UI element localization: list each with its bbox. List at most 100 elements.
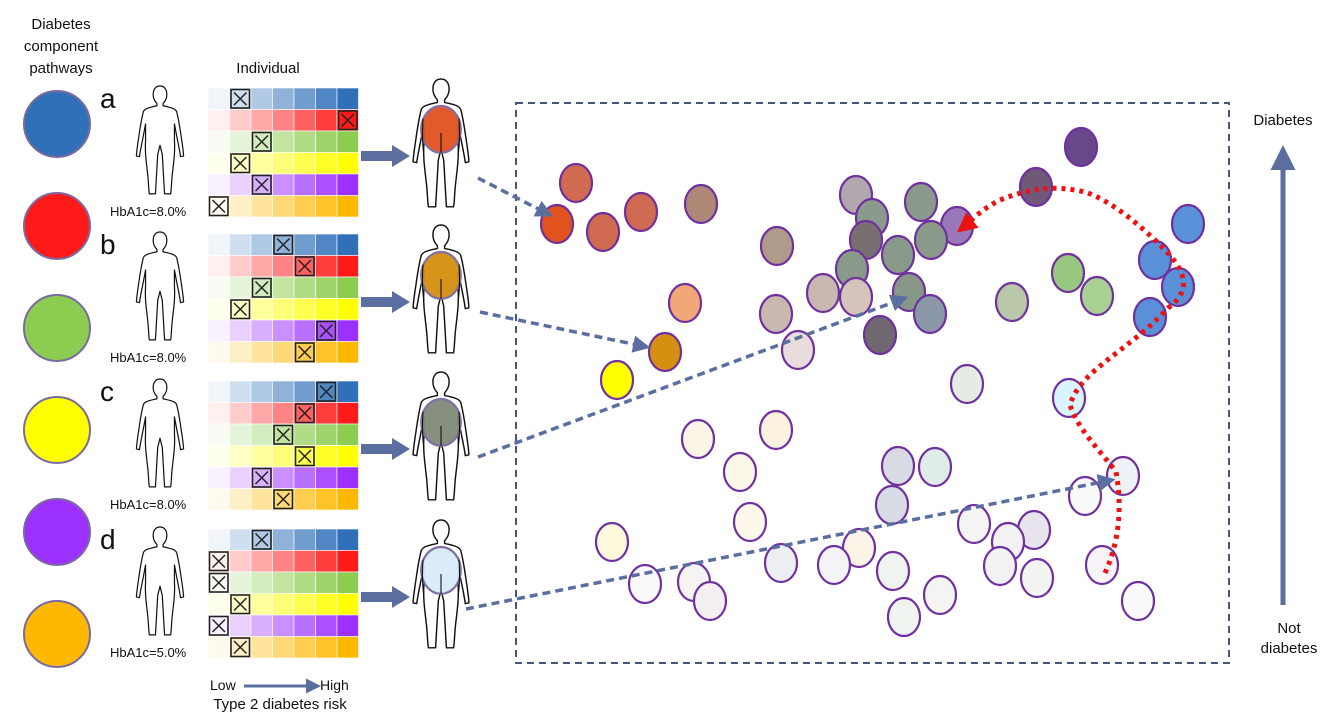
- pathway-legend-circle-2: [23, 192, 91, 260]
- panel-d: d HbA1c=5.0%: [100, 519, 470, 660]
- mapping-arrow-c: [477, 294, 909, 459]
- summary-arrow: [361, 586, 410, 608]
- panel-letter: d: [100, 524, 116, 555]
- population-individual-circle: [1120, 580, 1156, 622]
- population-individual-circle: [692, 580, 728, 622]
- pathway-legend-circle-3: [23, 294, 91, 362]
- population-individual-circle: [1018, 166, 1054, 208]
- hba1c-label: HbA1c=8.0%: [110, 497, 187, 512]
- risk-level-marker: [230, 88, 251, 109]
- population-individual-circle: [1170, 203, 1206, 245]
- risk-grid: [207, 233, 359, 364]
- risk-level-marker: [337, 110, 358, 131]
- population-individual-circle: [647, 331, 683, 373]
- mapping-arrow-b: [479, 310, 651, 353]
- panel-a: a HbA1c=8.0%: [100, 78, 470, 219]
- population-individual-circle: [805, 272, 841, 314]
- population-individual-circle: [599, 359, 635, 401]
- risk-grid: [207, 87, 359, 218]
- risk-level-marker: [208, 196, 229, 217]
- risk-axis-high-label: High: [320, 677, 349, 693]
- panel-letter: c: [100, 376, 114, 407]
- population-individual-circle: [874, 484, 910, 526]
- population-individual-circle: [1067, 475, 1103, 517]
- pathway-legend-circle-5: [23, 498, 91, 566]
- panel-c: c HbA1c=8.0%: [100, 371, 470, 512]
- population-individual-circle: [816, 544, 852, 586]
- mapping-arrow-a: [477, 176, 554, 217]
- population-individual-circle: [758, 409, 794, 451]
- population-individual-circle: [732, 501, 768, 543]
- risk-level-marker: [294, 342, 315, 363]
- population-individual-circle: [758, 293, 794, 335]
- mapping-arrow-d: [465, 474, 1116, 611]
- population-individual-circle: [683, 183, 719, 225]
- risk-axis-title: Type 2 diabetes risk: [213, 696, 347, 713]
- population-individual-circle: [956, 503, 992, 545]
- population-individual-circle: [594, 521, 630, 563]
- population-individual-circle: [1063, 126, 1099, 168]
- legend-title-line-3: pathways: [29, 60, 92, 77]
- population-individual-circle: [680, 418, 716, 460]
- risk-level-marker: [208, 551, 229, 572]
- population-individual-circle: [917, 446, 953, 488]
- person-colored-figure: [412, 519, 470, 649]
- population-individual-circle: [1019, 557, 1055, 599]
- population-individual-circle: [627, 563, 663, 605]
- population-individual-circle: [1051, 377, 1087, 419]
- risk-level-marker: [273, 489, 294, 510]
- population-individual-circle: [585, 211, 621, 253]
- person-colored-figure: [412, 78, 470, 208]
- outcome-axis-bottom-line-2: diabetes: [1261, 640, 1318, 657]
- summary-arrow: [361, 291, 410, 313]
- population-individual-circle: [763, 542, 799, 584]
- population-individual-circle: [913, 219, 949, 261]
- population-individual-circle: [667, 282, 703, 324]
- risk-level-marker: [251, 529, 272, 550]
- risk-level-marker: [230, 153, 251, 174]
- population-individual-circle: [994, 281, 1030, 323]
- risk-level-marker: [273, 234, 294, 255]
- population-individual-circle: [903, 181, 939, 223]
- population-individual-circle: [558, 162, 594, 204]
- risk-level-marker: [294, 403, 315, 424]
- individual-header: Individual: [236, 60, 299, 77]
- population-individual-circle: [880, 445, 916, 487]
- person-colored-figure: [412, 224, 470, 354]
- risk-level-marker: [251, 277, 272, 298]
- pathway-legend-circle-4: [23, 396, 91, 464]
- risk-level-marker: [230, 637, 251, 658]
- panel-letter: b: [100, 229, 116, 260]
- person-outline-figure: [135, 85, 185, 195]
- outcome-axis-top-label: Diabetes: [1253, 112, 1312, 129]
- hba1c-label: HbA1c=5.0%: [110, 645, 187, 660]
- population-individual-circle: [838, 276, 874, 318]
- population-individual-circle: [623, 191, 659, 233]
- legend-title-line-1: Diabetes: [31, 16, 90, 33]
- pathway-legend-circles: [23, 90, 91, 668]
- population-individual-circle: [880, 234, 916, 276]
- population-individual-circle: [922, 574, 958, 616]
- hba1c-label: HbA1c=8.0%: [110, 204, 187, 219]
- risk-level-marker: [230, 299, 251, 320]
- population-individual-circle: [862, 314, 898, 356]
- summary-arrow: [361, 145, 410, 167]
- population-individual-circle: [722, 451, 758, 493]
- population-individual-circle: [539, 203, 575, 245]
- population-individual-circle: [1079, 275, 1115, 317]
- population-individual-circle: [1084, 544, 1120, 586]
- population-individual-circle: [912, 293, 948, 335]
- summary-arrow: [361, 438, 410, 460]
- panel-letter: a: [100, 83, 116, 114]
- population-individual-circle: [1105, 455, 1141, 497]
- population-individual-circle: [875, 550, 911, 592]
- population-individual-circle: [759, 225, 795, 267]
- legend-title-line-2: component: [24, 38, 99, 55]
- panel-b: b HbA1c=8.0%: [100, 224, 470, 365]
- person-outline-figure: [135, 378, 185, 488]
- population-individual-circle: [886, 596, 922, 638]
- risk-grid: [207, 528, 359, 659]
- mapping-arrows: [465, 176, 1116, 611]
